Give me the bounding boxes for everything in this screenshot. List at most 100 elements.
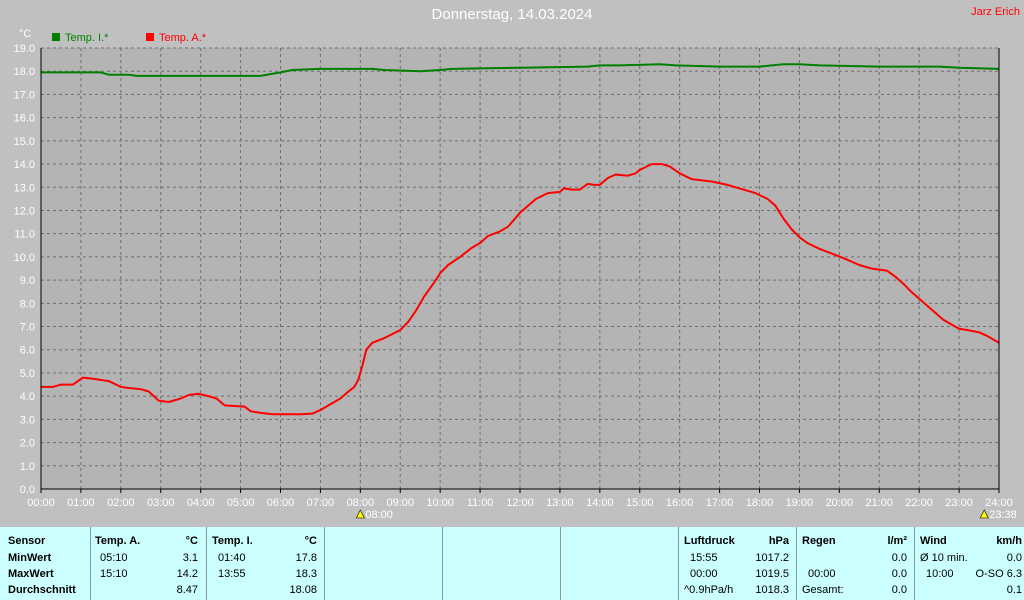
regen-value-2: 0.0 [891, 568, 907, 580]
x-tick-label: 07:00 [307, 497, 335, 509]
row-label-avg: Durchschnitt [8, 584, 76, 596]
x-tick-label: 13:00 [546, 497, 574, 509]
luftdruck-header: Luftdruck [684, 535, 735, 547]
marker-label-1: 23:38 [989, 509, 1017, 521]
y-tick-label: 1.0 [20, 461, 35, 473]
x-tick-label: 01:00 [67, 497, 95, 509]
stats-table: Sensor MinWert MaxWert Durchschnitt Temp… [0, 527, 1024, 600]
luftdruck-min-time: 15:55 [690, 552, 718, 564]
temp-i-avg-value: 18.08 [289, 584, 317, 596]
x-tick-label: 23:00 [945, 497, 973, 509]
y-tick-label: 12.0 [14, 205, 35, 217]
regen-total-label: Gesamt: [802, 584, 844, 596]
y-tick-label: 19.0 [14, 43, 35, 55]
chart-title: Donnerstag, 14.03.2024 [431, 6, 593, 23]
y-tick-label: 15.0 [14, 136, 35, 148]
luftdruck-trend: ^0.9hPa/h [684, 584, 734, 596]
wind-avg-label: Ø 10 min. [920, 552, 968, 564]
y-tick-label: 3.0 [20, 414, 35, 426]
y-tick-label: 14.0 [14, 159, 35, 171]
y-tick-label: 2.0 [20, 438, 35, 450]
luftdruck-max-value: 1019.5 [755, 568, 789, 580]
temp-i-max-value: 18.3 [295, 568, 317, 580]
y-tick-label: 18.0 [14, 66, 35, 78]
legend-swatch-1 [146, 33, 154, 41]
regen-header: Regen [802, 535, 836, 547]
regen-value-1: 0.0 [891, 552, 907, 564]
wind-header: Wind [920, 535, 947, 547]
temp-a-min-time: 05:10 [100, 552, 128, 564]
row-label-min: MinWert [8, 552, 52, 564]
x-tick-label: 24:00 [985, 497, 1013, 509]
y-tick-label: 7.0 [20, 322, 35, 334]
temp-a-max-value: 14.2 [176, 568, 198, 580]
luftdruck-max-time: 00:00 [690, 568, 718, 580]
x-tick-label: 09:00 [386, 497, 414, 509]
wind-avg-value: 0.0 [1006, 552, 1022, 564]
temp-a-min-value: 3.1 [182, 552, 198, 564]
legend-swatch-0 [52, 33, 60, 41]
y-tick-label: 11.0 [14, 229, 35, 241]
luftdruck-min-value: 1017.2 [755, 552, 789, 564]
temp-i-header: Temp. I. [212, 535, 253, 547]
wind-day-avg-value: 0.1 [1006, 584, 1022, 596]
regen-unit: l/m² [887, 535, 907, 547]
x-tick-label: 03:00 [147, 497, 175, 509]
y-tick-label: 13.0 [14, 182, 35, 194]
x-tick-label: 22:00 [905, 497, 933, 509]
temp-i-min-time: 01:40 [218, 552, 246, 564]
y-tick-label: 10.0 [14, 252, 35, 264]
marker-label-0: 08:00 [365, 509, 393, 521]
temp-i-unit: °C [304, 535, 317, 547]
wind-max-time: 10:00 [926, 568, 954, 580]
x-tick-label: 10:00 [426, 497, 454, 509]
y-tick-label: 8.0 [20, 298, 35, 310]
temp-i-max-time: 13:55 [218, 568, 246, 580]
marker-icon-1 [979, 509, 989, 519]
regen-max-time: 00:00 [808, 568, 836, 580]
y-tick-label: 0.0 [20, 484, 35, 496]
x-tick-label: 19:00 [786, 497, 814, 509]
y-tick-label: 6.0 [20, 345, 35, 357]
sensor-header: Sensor [8, 535, 46, 547]
x-tick-label: 15:00 [626, 497, 654, 509]
x-tick-label: 17:00 [706, 497, 734, 509]
y-axis-label: °C [19, 28, 31, 40]
row-label-max: MaxWert [8, 568, 54, 580]
luftdruck-avg-value: 1018.3 [755, 584, 789, 596]
x-tick-label: 00:00 [27, 497, 55, 509]
legend-label-1: Temp. A.* [159, 32, 207, 44]
temp-a-unit: °C [185, 535, 198, 547]
x-tick-label: 12:00 [506, 497, 534, 509]
x-tick-label: 04:00 [187, 497, 215, 509]
x-tick-label: 02:00 [107, 497, 135, 509]
x-tick-label: 11:00 [467, 497, 494, 509]
y-tick-label: 5.0 [20, 368, 35, 380]
wind-unit: km/h [996, 535, 1022, 547]
regen-value-total: 0.0 [891, 584, 907, 596]
x-tick-label: 21:00 [865, 497, 893, 509]
x-tick-label: 05:00 [227, 497, 255, 509]
temp-a-avg-value: 8.47 [176, 584, 198, 596]
temp-a-header: Temp. A. [95, 535, 141, 547]
marker-icon-0 [355, 509, 365, 519]
series-line-0 [41, 63, 1000, 77]
author-label: Jarz Erich [971, 6, 1020, 18]
series-line-1 [41, 163, 1000, 416]
y-tick-label: 4.0 [20, 391, 35, 403]
y-tick-label: 16.0 [14, 113, 35, 125]
temperature-chart: 0.0 1.0 2.0 3.0 4.0 5.0 6.0 7.0 8.0 9.0 10.0 11.0 12… [14, 28, 1017, 521]
y-tick-label: 17.0 [14, 89, 35, 101]
wind-max-value: O-SO 6.3 [975, 568, 1022, 580]
temp-i-min-value: 17.8 [295, 552, 317, 564]
x-tick-label: 20:00 [826, 497, 854, 509]
x-tick-label: 18:00 [746, 497, 774, 509]
luftdruck-unit: hPa [768, 535, 789, 547]
x-tick-label: 16:00 [666, 497, 694, 509]
x-tick-label: 08:00 [347, 497, 375, 509]
x-tick-label: 14:00 [586, 497, 614, 509]
legend-label-0: Temp. I.* [65, 32, 109, 44]
y-tick-label: 9.0 [20, 275, 35, 287]
temp-a-max-time: 15:10 [100, 568, 128, 580]
x-tick-label: 06:00 [267, 497, 295, 509]
